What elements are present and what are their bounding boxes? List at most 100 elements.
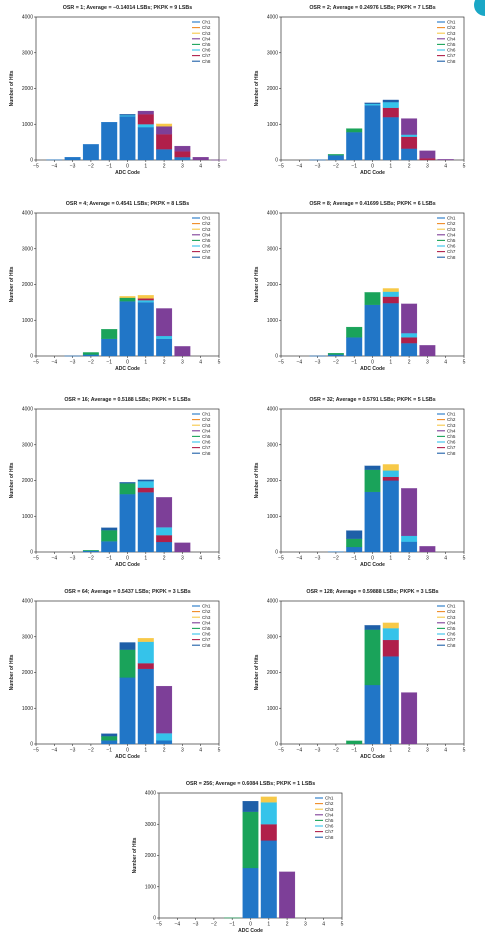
x-tick-label: −2 xyxy=(88,164,94,170)
legend-label: Ch8 xyxy=(447,643,456,648)
legend-label: Ch1 xyxy=(325,796,334,801)
legend-label: Ch6 xyxy=(447,244,456,249)
legend-label: Ch3 xyxy=(202,227,211,232)
legend-label: Ch7 xyxy=(202,249,211,254)
legend-label: Ch5 xyxy=(447,238,456,243)
y-tick-label: 1000 xyxy=(267,122,278,128)
y-tick-label: 1000 xyxy=(267,514,278,520)
bar-segment-ch6 xyxy=(382,101,399,108)
y-tick-label: 0 xyxy=(153,916,156,922)
x-tick-label: 3 xyxy=(181,748,184,754)
x-tick-label: 1 xyxy=(267,922,270,928)
x-tick-label: 0 xyxy=(126,360,129,366)
x-tick-label: −3 xyxy=(193,922,199,928)
bar-segment-ch5 xyxy=(364,469,381,493)
brand-logo-icon xyxy=(474,0,485,16)
chart-svg: OSR = 8; Average = 0.41699 LSBs; PKPK = … xyxy=(254,201,466,372)
y-tick-label: 2000 xyxy=(267,670,278,676)
y-tick-label: 2000 xyxy=(267,478,278,484)
legend-label: Ch1 xyxy=(202,20,211,25)
bar-segment-ch4 xyxy=(401,692,418,745)
bar-segment-ch5 xyxy=(346,128,363,133)
y-tick-label: 4000 xyxy=(267,15,278,21)
y-tick-label: 1000 xyxy=(22,318,33,324)
bar-segment-ch4 xyxy=(156,685,173,734)
bar-segment-ch1 xyxy=(119,677,136,745)
legend-label: Ch8 xyxy=(447,59,456,64)
y-tick-label: 0 xyxy=(275,742,278,748)
chart-svg: OSR = 1; Average = −0.14014 LSBs; PKPK =… xyxy=(9,5,227,176)
legend-label: Ch5 xyxy=(202,238,211,243)
x-axis-label: ADC Code xyxy=(360,366,385,372)
bar-segment-ch7 xyxy=(174,151,191,158)
bar-segment-ch4 xyxy=(419,150,436,159)
bar-segment-ch7 xyxy=(401,136,418,149)
bar-segment-ch1 xyxy=(364,304,381,357)
x-tick-label: 1 xyxy=(144,164,147,170)
legend-label: Ch2 xyxy=(202,25,211,30)
x-tick-label: 0 xyxy=(371,556,374,562)
y-tick-label: 2000 xyxy=(22,86,33,92)
bar-segment-ch1 xyxy=(242,867,259,919)
x-tick-label: 1 xyxy=(389,164,392,170)
x-tick-label: 1 xyxy=(144,748,147,754)
x-tick-label: 2 xyxy=(163,164,166,170)
chart-svg: OSR = 4; Average = 0.4541 LSBs; PKPK = 8… xyxy=(9,201,221,372)
y-tick-label: 1000 xyxy=(22,706,33,712)
bar-segment-ch5 xyxy=(364,629,381,686)
bar-segment-ch7 xyxy=(382,476,399,481)
x-tick-label: −5 xyxy=(33,556,39,562)
bar-segment-ch4 xyxy=(419,345,436,357)
bar-segment-ch1 xyxy=(364,491,381,553)
bar-segment-ch4 xyxy=(174,542,191,553)
bar-segment-ch8 xyxy=(119,114,136,116)
histogram-chart: OSR = 128; Average = 0.59888 LSBs; PKPK … xyxy=(245,584,481,768)
legend-label: Ch3 xyxy=(202,615,211,620)
x-tick-label: 1 xyxy=(144,360,147,366)
chart-title: OSR = 2; Average = 0.24976 LSBs; PKPK = … xyxy=(309,5,435,11)
bar-segment-ch1 xyxy=(101,338,118,357)
y-tick-label: 0 xyxy=(275,158,278,164)
x-tick-label: −5 xyxy=(278,164,284,170)
chart-svg: OSR = 256; Average = 0.6084 LSBs; PKPK =… xyxy=(132,781,344,934)
x-tick-label: 5 xyxy=(463,164,466,170)
legend-label: Ch7 xyxy=(325,829,334,834)
y-axis-label: Number of Hits xyxy=(254,70,260,106)
legend-label: Ch6 xyxy=(447,440,456,445)
chart-svg: OSR = 32; Average = 0.5791 LSBs; PKPK = … xyxy=(254,397,466,568)
y-tick-label: 0 xyxy=(30,742,33,748)
x-tick-label: −5 xyxy=(33,360,39,366)
bar-segment-ch4 xyxy=(156,126,173,135)
y-tick-label: 1000 xyxy=(22,514,33,520)
y-axis-label: Number of Hits xyxy=(9,266,15,302)
legend-label: Ch4 xyxy=(202,620,211,625)
bar-segment-ch4 xyxy=(137,110,154,115)
x-tick-label: 2 xyxy=(408,360,411,366)
x-tick-label: 1 xyxy=(389,748,392,754)
legend-label: Ch6 xyxy=(202,48,211,53)
legend-label: Ch5 xyxy=(202,434,211,439)
histogram-chart: OSR = 1; Average = −0.14014 LSBs; PKPK =… xyxy=(0,0,236,184)
bar-segment-ch5 xyxy=(119,649,136,678)
x-tick-label: 4 xyxy=(199,556,202,562)
legend-label: Ch3 xyxy=(447,423,456,428)
bar-segment-ch1 xyxy=(64,157,81,161)
histogram-chart: OSR = 8; Average = 0.41699 LSBs; PKPK = … xyxy=(245,196,481,380)
x-axis-label: ADC Code xyxy=(115,170,140,176)
x-tick-label: −4 xyxy=(51,748,57,754)
legend-label: Ch3 xyxy=(325,807,334,812)
bar-segment-ch6 xyxy=(137,124,154,128)
bar-segment-ch1 xyxy=(156,149,173,161)
bar-segment-ch8 xyxy=(119,642,136,650)
bar-segment-ch4 xyxy=(156,308,173,337)
bar-segment-ch1 xyxy=(101,541,118,553)
legend-label: Ch5 xyxy=(202,42,211,47)
bar-segment-ch8 xyxy=(101,733,118,737)
x-tick-label: 2 xyxy=(408,164,411,170)
x-tick-label: −4 xyxy=(296,748,302,754)
legend-label: Ch7 xyxy=(447,637,456,642)
legend-label: Ch4 xyxy=(447,36,456,41)
x-tick-label: −3 xyxy=(315,164,321,170)
x-tick-label: 1 xyxy=(144,556,147,562)
legend-label: Ch1 xyxy=(447,20,456,25)
